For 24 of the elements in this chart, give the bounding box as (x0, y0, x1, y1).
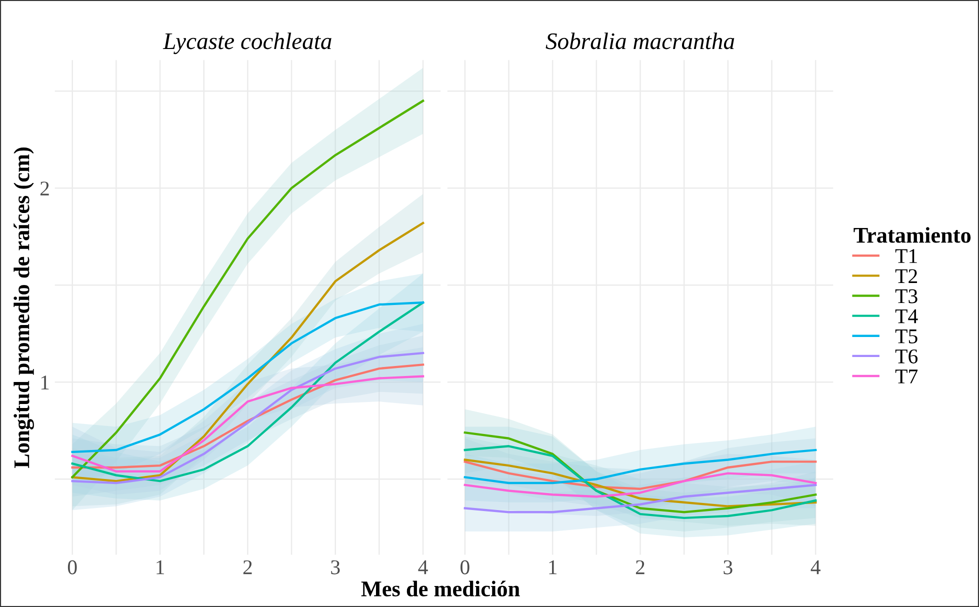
x-tick-label: 0 (460, 560, 470, 574)
chart-title: Lycaste cochleata (162, 32, 332, 54)
line-series (71, 222, 424, 482)
legend-label: T1 (895, 249, 917, 263)
legend-title: Tratamiento (854, 227, 971, 243)
x-tick-label: 2 (636, 560, 644, 574)
x-tick-label: 4 (810, 560, 820, 574)
line-series (71, 301, 424, 454)
y-axis-title: Longitud promedio de raíces (cm) (14, 148, 34, 468)
x-tick-label: 0 (68, 560, 77, 574)
legend-label: T6 (895, 349, 918, 364)
legend-label: T7 (895, 370, 918, 384)
legend-label: T3 (895, 289, 918, 304)
x-tick-label: 3 (331, 560, 340, 574)
legend-label: T2 (895, 269, 918, 283)
x-tick-label: 2 (243, 560, 252, 574)
x-tick-label: 4 (418, 560, 428, 574)
x-tick-label: 1 (549, 560, 557, 574)
x-axis-title: Mes de medición (361, 580, 520, 596)
x-tick-label: 1 (156, 560, 164, 574)
legend-label: T4 (895, 309, 918, 324)
chart-title: Sobralia macrantha (546, 32, 734, 50)
legend-label: T5 (895, 330, 918, 344)
x-tick-label: 3 (724, 560, 732, 574)
